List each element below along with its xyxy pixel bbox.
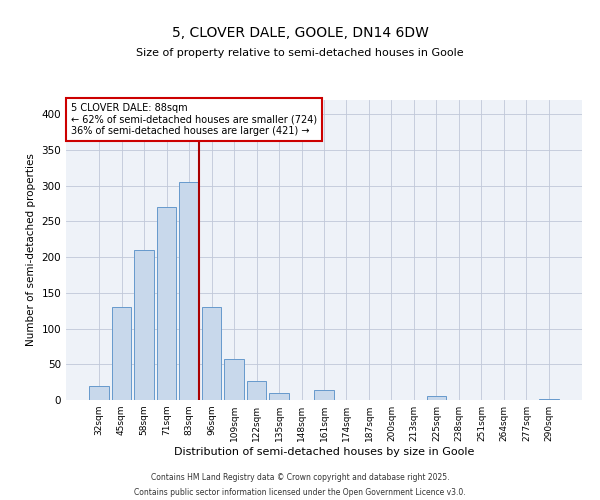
Bar <box>112 307 131 400</box>
Y-axis label: Number of semi-detached properties: Number of semi-detached properties <box>26 154 36 346</box>
Text: Size of property relative to semi-detached houses in Goole: Size of property relative to semi-detach… <box>136 48 464 58</box>
Bar <box>539 398 559 400</box>
Bar <box>179 182 199 400</box>
X-axis label: Distribution of semi-detached houses by size in Goole: Distribution of semi-detached houses by … <box>174 447 474 457</box>
Bar <box>157 207 176 400</box>
Bar <box>247 380 266 400</box>
Text: 5, CLOVER DALE, GOOLE, DN14 6DW: 5, CLOVER DALE, GOOLE, DN14 6DW <box>172 26 428 40</box>
Bar <box>427 396 446 400</box>
Bar <box>269 393 289 400</box>
Bar <box>134 250 154 400</box>
Text: 5 CLOVER DALE: 88sqm
← 62% of semi-detached houses are smaller (724)
36% of semi: 5 CLOVER DALE: 88sqm ← 62% of semi-detac… <box>71 103 317 136</box>
Bar <box>202 307 221 400</box>
Text: Contains HM Land Registry data © Crown copyright and database right 2025.: Contains HM Land Registry data © Crown c… <box>151 473 449 482</box>
Bar <box>89 386 109 400</box>
Text: Contains public sector information licensed under the Open Government Licence v3: Contains public sector information licen… <box>134 488 466 497</box>
Bar <box>314 390 334 400</box>
Bar <box>224 358 244 400</box>
